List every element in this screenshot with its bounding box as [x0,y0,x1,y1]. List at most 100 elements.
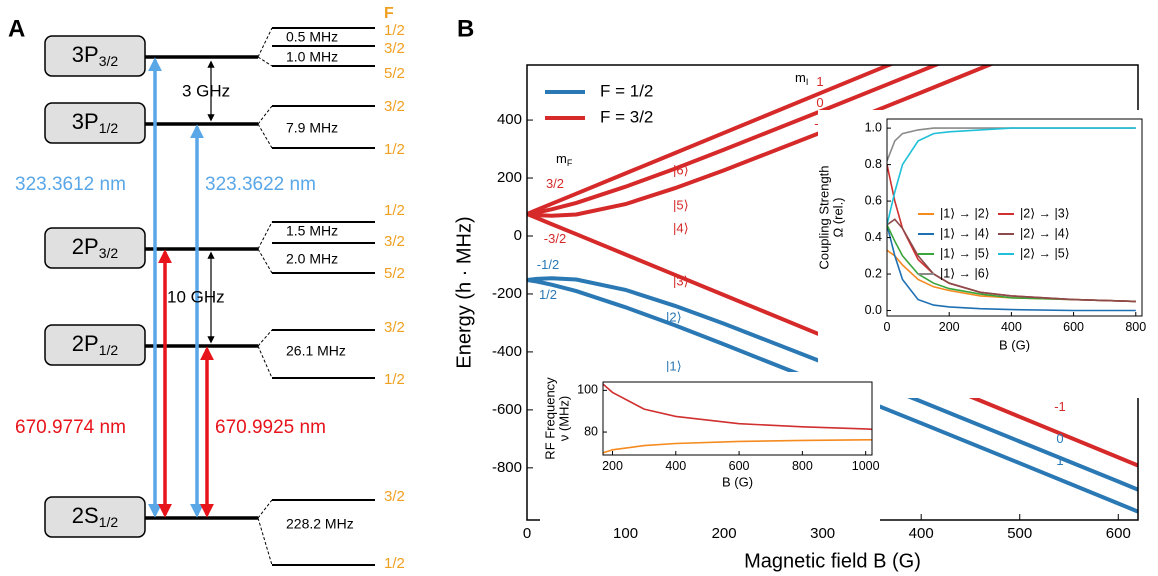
annotation-text: 0 [1056,431,1063,446]
y-tick-label: 200 [497,169,522,186]
level-j: 1/2 [99,514,119,530]
annotation-text: 1 [816,74,823,89]
annotation-text: -3/2 [544,231,566,246]
x-tick-label: 200 [602,459,623,473]
level-term: 2P [72,234,99,259]
legend-label: |1⟩ → |5⟩ [940,246,990,260]
y-tick-label: 400 [497,111,522,128]
y-tick-label: 0.2 [865,266,882,280]
f-label: 1/2 [384,371,405,388]
x-tick-label: 200 [712,525,737,542]
x-tick-label: 400 [909,525,934,542]
state-label: |6⟩ [673,162,689,177]
state-label: |5⟩ [673,197,689,212]
annotation: 0 [816,95,823,110]
leader [257,329,273,379]
x-tick-label: 400 [1001,320,1022,334]
series-line [603,383,872,431]
series-line [527,65,941,216]
level-term: 3P [72,42,99,67]
leader [257,105,273,149]
splitting-label: 26.1 MHz [286,343,346,359]
panel-label: B [457,15,474,42]
annotation-text: -1/2 [537,257,559,272]
level-name: 2P1/2 [72,331,119,358]
f-label: 3/2 [384,40,405,57]
annotation: -1 [1054,399,1066,414]
y-axis-label: RF Frequency [542,377,557,460]
annotation: -1/2 [537,257,559,272]
inset-background [818,110,1150,398]
annotation-sub: F [567,158,573,168]
x-tick-label: 800 [792,459,813,473]
gap-label: 10 GHz [167,287,225,306]
splitting-label: 7.9 MHz [286,120,338,136]
inset-background [540,372,880,522]
splitting-label: 2.0 MHz [286,251,338,267]
f-label: 3/2 [384,233,405,250]
f-label: 3/2 [384,488,405,505]
f-label: 1/2 [384,141,405,158]
y-tick-label: -200 [492,285,522,302]
level-name: 2S1/2 [72,503,119,530]
state-label: |2⟩ [666,309,682,324]
y-tick-label: 0.0 [865,303,882,317]
y-axis-label: Ω (rel.) [831,197,846,237]
x-tick-label: 0 [523,525,531,542]
annotation: 0 [1056,431,1063,446]
y-tick-label: 80 [584,424,598,438]
y-tick-label: 0.8 [865,157,882,171]
legend-label: F = 1/2 [600,81,653,100]
annotation-sub: I [806,77,809,87]
y-tick-label: 1.0 [865,120,882,134]
legend-label: |1⟩ → |2⟩ [940,206,990,220]
legend-label: |2⟩ → |4⟩ [1020,226,1070,240]
annotation: 1 [816,74,823,89]
plot-frame [602,381,873,456]
x-tick-label: 1000 [852,459,880,473]
annotation-text: 3/2 [546,176,564,191]
y-axis-label: Coupling Strength [816,165,831,269]
leader [257,499,273,566]
annotation: 1 [1056,453,1063,468]
y-tick-label: 100 [577,383,598,397]
x-tick-label: 600 [1106,525,1131,542]
level-name: 2P3/2 [72,234,119,261]
annotation: 3/2 [546,176,564,191]
legend-label: F = 3/2 [600,107,653,126]
f-label: 1/2 [384,555,405,572]
f-label: 1/2 [384,22,405,39]
legend-label: |2⟩ → |5⟩ [1020,246,1070,260]
y-tick-label: 0 [514,227,522,244]
gap-label: 3 GHz [182,81,230,100]
series-line [527,276,1138,492]
x-axis-label: B (G) [999,337,1030,352]
f-label: 3/2 [384,98,405,115]
leader [257,27,273,67]
splitting-label: 0.5 MHz [286,29,338,45]
panel-label: A [8,15,25,42]
annotation-text: m [556,151,567,166]
splitting-label: 228.2 MHz [286,516,354,532]
annotation-text: 1/2 [539,287,557,302]
x-tick-label: 300 [810,525,835,542]
y-axis-label: ν (MHz) [557,396,572,442]
x-tick-label: 0 [884,320,891,334]
series-line [527,65,995,218]
legend-label: |2⟩ → |3⟩ [1020,206,1070,220]
annotation-text: 1 [1056,453,1063,468]
level-term: 3P [72,109,99,134]
state-label: |4⟩ [673,220,689,235]
series-line [887,224,1136,312]
level-j: 1/2 [99,120,119,136]
y-tick-label: -600 [492,401,522,418]
y-tick-label: -400 [492,343,522,360]
wavelength-label: 670.9774 nm [15,417,126,438]
x-tick-label: 400 [665,459,686,473]
series-line [527,278,1138,514]
annotation-text: -1 [1054,399,1066,414]
y-tick-label: 0.4 [865,230,882,244]
y-tick-label: -800 [492,459,522,476]
series-line [887,224,1136,303]
wavelength-label: 670.9925 nm [215,417,326,438]
